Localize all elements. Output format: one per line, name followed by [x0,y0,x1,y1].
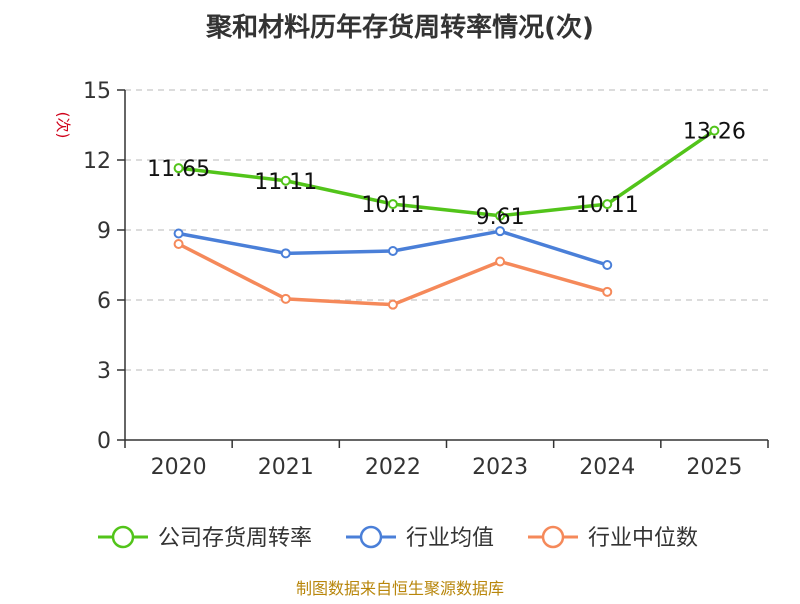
data-point [387,299,398,310]
x-tick-label: 2025 [686,455,742,480]
y-tick-label: 12 [83,149,111,174]
data-label: 11.65 [147,157,210,182]
legend-label: 行业中位数 [588,526,698,551]
y-tick-label: 9 [97,219,111,244]
source-caption: 制图数据来自恒生聚源数据库 [296,579,504,598]
legend: 公司存货周转率 行业均值 行业中位数 [98,525,698,551]
x-tick-label: 2022 [365,455,421,480]
data-point [280,175,291,186]
data-label: 10.11 [576,193,639,218]
series-line-0 [178,129,716,218]
grid-layer [125,89,768,371]
y-tick-label: 6 [97,289,111,314]
data-point [602,199,613,210]
data-label: 10.11 [361,193,424,218]
legend-label: 行业均值 [406,526,494,551]
data-label: 9.61 [476,205,525,230]
data-label: 11.11 [254,170,317,195]
axes-layer: 0 3 6 9 12 15 2020 2021 2022 2023 2024 2025 [83,79,769,480]
data-point [173,239,184,249]
chart-title: 聚和材料历年存货周转率情况(次) [205,12,594,43]
y-tick-label: 3 [97,359,111,384]
y-tick-label: 15 [83,79,111,104]
data-point [602,260,613,270]
legend-swatch-marker [359,525,383,549]
x-tick-label: 2021 [258,455,314,480]
data-point [173,163,184,174]
x-tick-label: 2020 [151,455,207,480]
data-point [387,246,398,256]
data-point [709,125,720,136]
x-tick-label: 2024 [579,455,635,480]
y-axis-unit-label: (次) [54,112,72,139]
legend-swatch-marker [541,525,565,549]
data-point [387,199,398,210]
data-point [173,228,184,239]
series-layer [173,125,720,310]
x-tick-label: 2023 [472,455,528,480]
data-labels-layer: 11.65 11.11 10.11 9.61 10.11 13.26 [147,120,746,230]
data-point [602,286,613,297]
data-point [495,210,506,221]
data-point [495,256,506,267]
y-tick-label: 0 [97,429,111,454]
data-point [280,248,291,259]
legend-label: 公司存货周转率 [158,526,312,551]
data-point [495,226,506,237]
data-label: 13.26 [683,120,746,145]
legend-swatch-marker [111,525,135,549]
data-point [280,293,291,304]
